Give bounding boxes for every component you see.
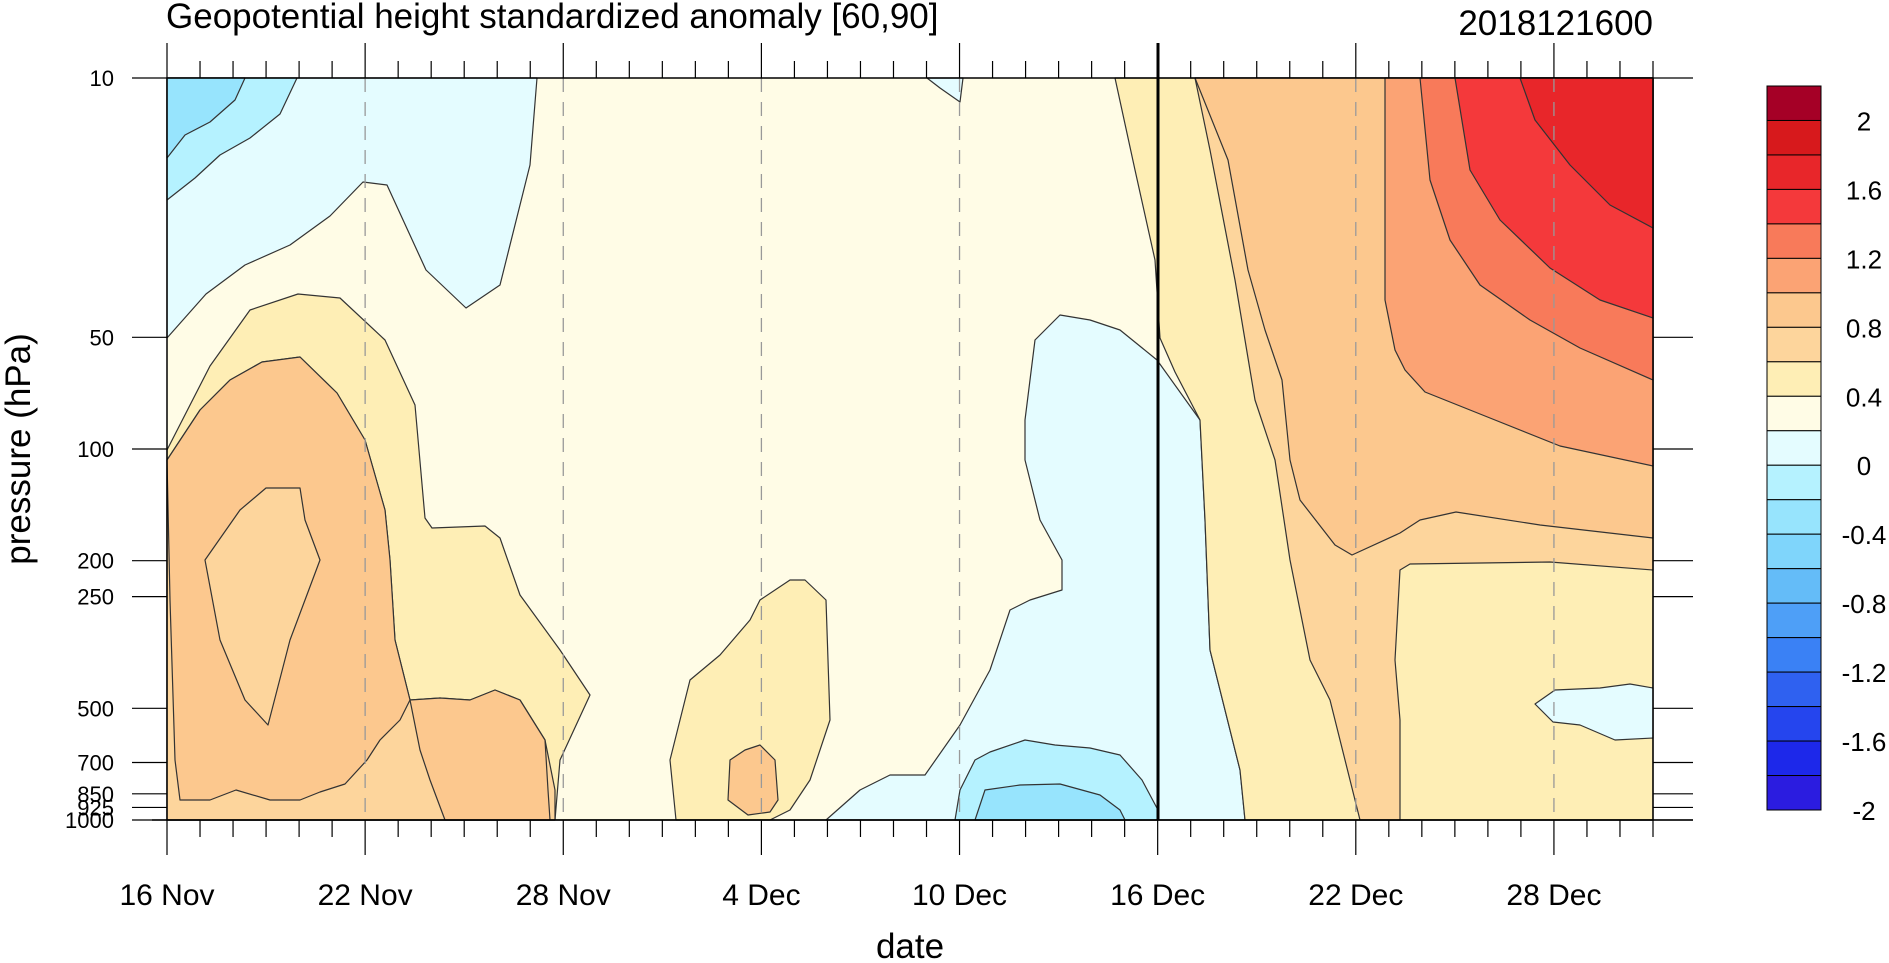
colorbar-swatch <box>1766 326 1822 363</box>
x-tick-label: 10 Dec <box>912 879 1007 912</box>
colorbar-swatch <box>1766 464 1822 501</box>
colorbar-swatch <box>1766 85 1822 121</box>
y-tick-label: 850 <box>77 782 114 807</box>
colorbar-label: -0.8 <box>1842 589 1887 619</box>
colorbar-swatch <box>1766 395 1822 432</box>
y-tick-label: 700 <box>77 751 114 776</box>
x-tick-label: 16 Dec <box>1110 879 1205 912</box>
contour-pos-left-bottom <box>409 689 551 821</box>
colorbar-label: 0 <box>1857 451 1871 481</box>
y-tick-label: 10 <box>90 66 114 91</box>
colorbar-swatch <box>1766 637 1822 673</box>
colorbar-swatch <box>1766 119 1822 156</box>
colorbar-swatch <box>1766 188 1822 225</box>
colorbar-label: -0.4 <box>1842 520 1887 550</box>
colorbar-label: -1.6 <box>1842 727 1887 757</box>
y-tick-label: 250 <box>77 585 114 610</box>
contour-pos-left-4 <box>204 487 321 726</box>
colorbar-swatch <box>1766 671 1822 708</box>
contour-pos-mid-small <box>727 744 779 816</box>
y-tick-label: 1000 <box>65 808 114 833</box>
y-tick-label: 500 <box>77 696 114 721</box>
colorbar-swatch <box>1766 223 1822 259</box>
x-axis-label: date <box>876 927 944 963</box>
y-tick-label: 925 <box>77 795 114 820</box>
colorbar-swatch <box>1766 154 1822 190</box>
colorbar-swatch <box>1766 533 1822 570</box>
x-axis: 16 Nov 22 Nov 28 Nov 4 Dec 10 Dec 16 Dec 22 De… <box>119 43 1693 912</box>
colorbar-label: 0.4 <box>1846 382 1882 412</box>
colorbar-label: 1.6 <box>1846 175 1882 205</box>
colorbar-label: 0.8 <box>1846 313 1882 343</box>
y-tick-label: 50 <box>90 325 114 350</box>
colorbar-label: -2 <box>1852 796 1875 826</box>
plot-area <box>166 43 1654 821</box>
colorbar-swatch <box>1766 430 1822 466</box>
colorbar-swatch <box>1766 602 1822 639</box>
colorbar-swatch <box>1766 257 1822 294</box>
colorbar-swatch <box>1766 740 1822 777</box>
chart-title: Geopotential height standardized anomaly… <box>166 0 938 36</box>
x-tick-label: 16 Nov <box>119 879 214 912</box>
x-tick-label: 4 Dec <box>722 879 800 912</box>
x-tick-label: 28 Dec <box>1506 879 1601 912</box>
colorbar-swatch <box>1766 361 1822 397</box>
colorbar-swatch <box>1766 706 1822 742</box>
colorbar-label: -1.2 <box>1842 658 1887 688</box>
chart-timestamp: 2018121600 <box>1458 4 1653 43</box>
x-tick-label: 22 Dec <box>1308 879 1403 912</box>
y-axis-label: pressure (hPa) <box>0 333 38 564</box>
colorbar-label: 2 <box>1857 106 1871 136</box>
x-tick-label: 28 Nov <box>516 879 611 912</box>
colorbar-swatch <box>1766 568 1822 604</box>
colorbar-swatch <box>1766 499 1822 535</box>
colorbar-swatch <box>1766 775 1822 811</box>
colorbar-label: 1.2 <box>1846 244 1882 274</box>
y-tick-label: 200 <box>77 549 114 574</box>
x-tick-label: 22 Nov <box>318 879 413 912</box>
contour-neg-center-3 <box>974 783 1126 821</box>
y-tick-label: 100 <box>77 437 114 462</box>
date-gridlines <box>364 78 1555 820</box>
colorbar-swatch <box>1766 292 1822 328</box>
contour-pos-mid <box>669 579 831 821</box>
anomaly-contours <box>166 77 1654 821</box>
colorbar: 2 1.6 1.2 0.8 0.4 0 -0.4 -0.8 -1.2 -1.6 -2 <box>1766 85 1887 826</box>
contour-neg-upper-left <box>166 77 538 339</box>
